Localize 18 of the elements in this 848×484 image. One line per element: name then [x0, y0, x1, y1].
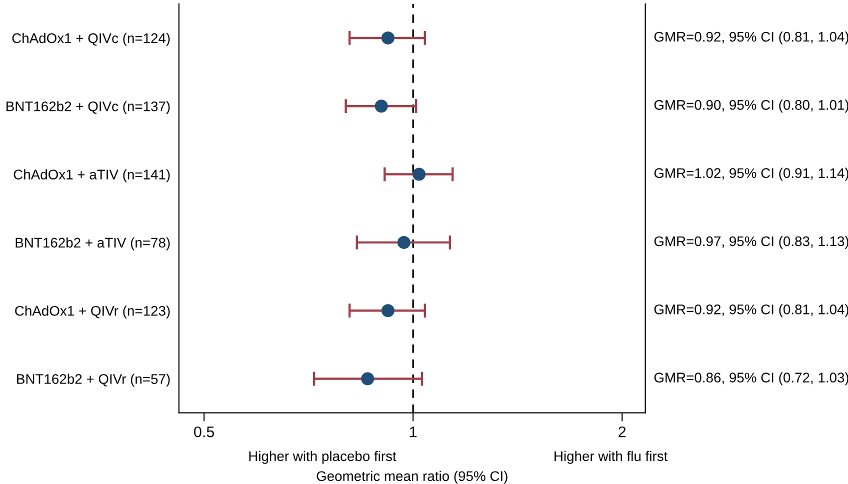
text: Higher with placebo first [249, 450, 396, 464]
x-axis-title: Geometric mean ratio (95% CI) [316, 470, 508, 484]
data-label: GMR=0.86, 95% CI (0.72, 1.03) [654, 372, 848, 386]
x-tick-label: 0.5 [194, 426, 214, 438]
y-tick-label: BNT162b2 + QIVc (n=137) [6, 101, 170, 114]
y-tick-label: ChAdOx1 + QIVr (n=123) [15, 306, 170, 319]
y-tick-label: BNT162b2 + QIVr (n=57) [17, 374, 170, 387]
data-label: GMR=0.92, 95% CI (0.81, 1.04) [654, 31, 848, 44]
y-tick-label: ChAdOx1 + aTIV (n=141) [14, 169, 170, 182]
text: Higher with flu first [554, 450, 668, 464]
y-tick-label: ChAdOx1 + QIVc (n=124) [12, 32, 170, 46]
data-label: GMR=0.90, 95% CI (0.80, 1.01) [654, 100, 848, 113]
x-tick-label: 2 [618, 426, 626, 438]
data-label: GMR=0.92, 95% CI (0.81, 1.04) [654, 304, 848, 318]
y-tick-label: BNT162b2 + aTIV (n=78) [16, 237, 170, 250]
x-tick-label: 1 [410, 426, 417, 438]
data-label: GMR=1.02, 95% CI (0.91, 1.14) [654, 168, 848, 181]
data-label: GMR=0.97, 95% CI (0.83, 1.13) [654, 236, 848, 249]
